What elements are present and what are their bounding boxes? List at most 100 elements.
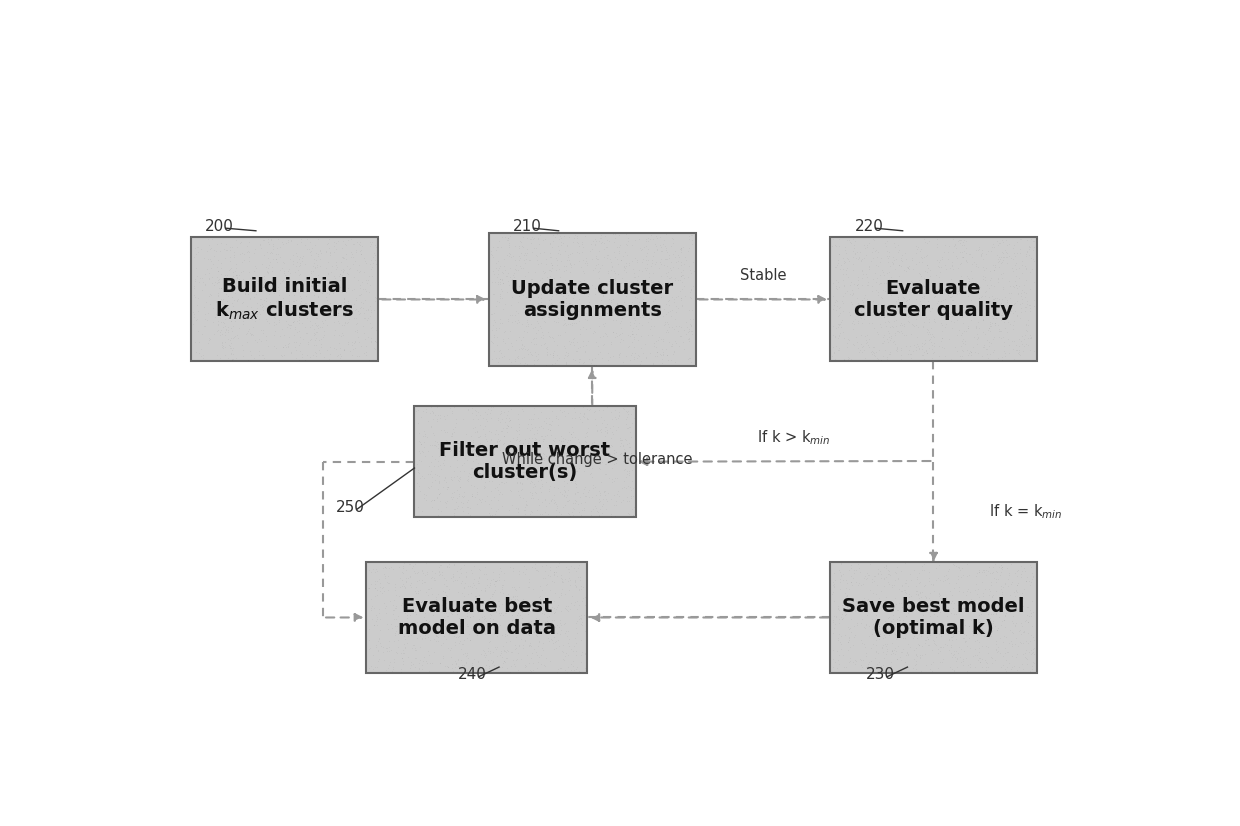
Point <box>911 269 931 282</box>
Point <box>401 578 420 591</box>
Point <box>365 660 384 673</box>
Point <box>565 444 585 458</box>
Point <box>409 434 429 448</box>
Point <box>565 305 585 318</box>
Point <box>310 346 330 359</box>
Point <box>942 602 962 615</box>
Point <box>219 254 239 268</box>
Point <box>828 331 848 344</box>
Point <box>441 641 461 654</box>
Point <box>474 665 494 678</box>
Point <box>589 509 609 522</box>
Point <box>341 251 361 264</box>
Point <box>537 345 557 358</box>
Point <box>658 326 678 339</box>
Point <box>914 563 934 577</box>
Point <box>379 634 399 648</box>
Point <box>595 317 615 330</box>
Point <box>890 613 910 626</box>
Point <box>485 507 505 520</box>
Point <box>554 351 574 364</box>
Point <box>558 563 578 576</box>
Point <box>355 254 374 268</box>
Point <box>632 308 652 321</box>
Point <box>293 309 312 322</box>
Point <box>873 645 893 658</box>
Point <box>875 240 895 253</box>
Point <box>533 421 553 434</box>
Point <box>558 483 578 496</box>
Point <box>583 478 603 491</box>
Point <box>986 643 1006 657</box>
Point <box>206 307 226 320</box>
Point <box>327 308 347 321</box>
Point <box>574 447 594 460</box>
Point <box>915 604 935 617</box>
Point <box>465 420 485 434</box>
Point <box>542 259 562 272</box>
Point <box>965 623 985 636</box>
Point <box>889 614 909 627</box>
Point <box>410 653 430 667</box>
Point <box>604 273 624 286</box>
Point <box>415 628 435 641</box>
Point <box>306 338 326 351</box>
Point <box>606 494 626 507</box>
Point <box>838 621 858 634</box>
Point <box>281 319 301 332</box>
Point <box>243 329 263 342</box>
Point <box>429 487 449 501</box>
Point <box>241 349 260 362</box>
Point <box>877 350 897 363</box>
Point <box>937 572 957 585</box>
Point <box>481 494 501 507</box>
Point <box>418 415 438 428</box>
Point <box>491 282 511 296</box>
Point <box>510 242 529 255</box>
Point <box>523 427 543 440</box>
Point <box>304 348 324 361</box>
Point <box>487 465 507 478</box>
Point <box>475 427 495 440</box>
Point <box>410 596 430 609</box>
Point <box>1022 660 1042 673</box>
Point <box>587 504 606 517</box>
Point <box>268 293 288 306</box>
Point <box>915 334 935 347</box>
Point <box>680 291 699 304</box>
Point <box>833 263 853 276</box>
Point <box>528 492 548 506</box>
Point <box>465 425 485 439</box>
Point <box>306 325 326 339</box>
Point <box>377 642 397 655</box>
Point <box>279 297 299 310</box>
Point <box>1006 269 1025 282</box>
Point <box>532 309 552 322</box>
Point <box>892 584 911 597</box>
Point <box>839 634 859 647</box>
Point <box>983 237 1003 250</box>
Point <box>387 646 407 659</box>
Point <box>456 657 476 670</box>
Point <box>1001 605 1021 619</box>
Point <box>419 482 439 495</box>
Point <box>888 652 908 665</box>
Point <box>950 257 970 270</box>
Point <box>476 412 496 425</box>
Point <box>624 351 644 364</box>
Point <box>224 314 244 327</box>
Point <box>404 652 424 665</box>
Point <box>650 306 670 320</box>
Point <box>879 578 899 591</box>
Point <box>451 561 471 574</box>
Point <box>197 244 217 258</box>
Point <box>424 573 444 586</box>
Point <box>559 508 579 521</box>
Point <box>520 663 539 676</box>
Point <box>976 613 996 626</box>
Point <box>652 342 672 355</box>
Point <box>449 637 469 650</box>
Point <box>844 563 864 577</box>
Point <box>391 599 410 612</box>
Point <box>1016 305 1035 318</box>
